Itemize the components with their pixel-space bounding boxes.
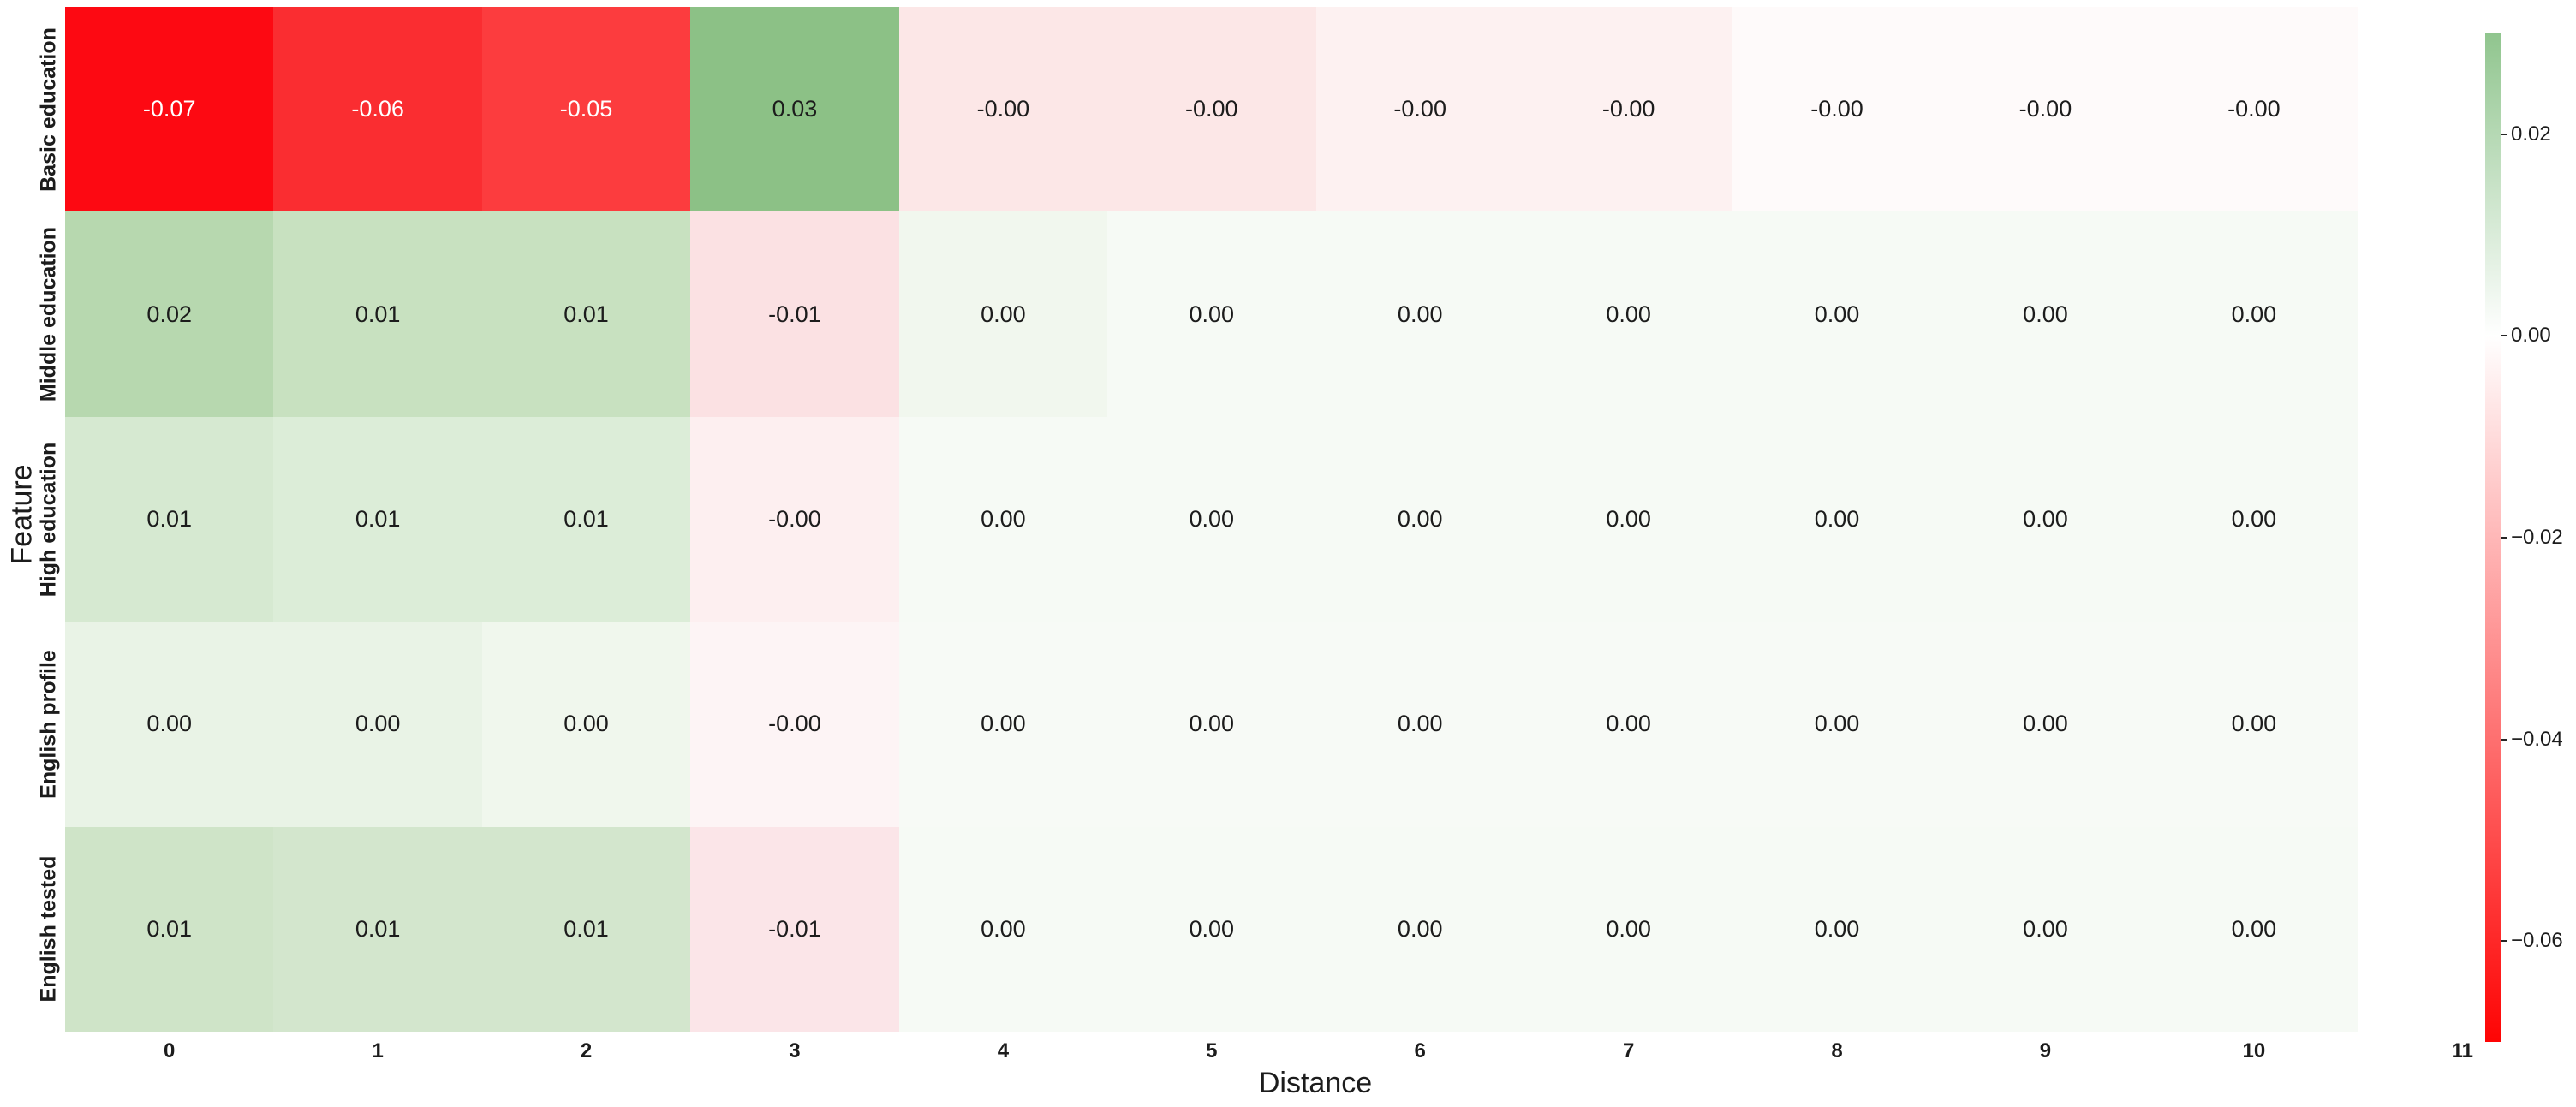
y-tick-label: English profile — [36, 650, 61, 799]
heatmap-cell: 0.00 — [898, 826, 1108, 1032]
colorbar-tick-mark — [2501, 738, 2507, 741]
heatmap-cell: -0.00 — [1524, 7, 1733, 212]
colorbar — [2485, 33, 2501, 1042]
heatmap-cell: 0.00 — [1315, 211, 1524, 417]
colorbar-tick-mark — [2501, 133, 2507, 135]
heatmap-cell: -0.01 — [690, 826, 899, 1032]
heatmap-cell-empty — [2358, 211, 2567, 417]
heatmap-cell: 0.00 — [1315, 826, 1524, 1032]
heatmap-cell: 0.00 — [2150, 211, 2358, 417]
y-tick-label: High education — [36, 442, 61, 597]
heatmap-cell: -0.00 — [1941, 7, 2150, 212]
heatmap-cell: 0.01 — [481, 826, 691, 1032]
heatmap-cell: 0.00 — [1524, 622, 1733, 827]
heatmap-cell: -0.00 — [690, 622, 899, 827]
heatmap-cell: 0.00 — [1732, 211, 1941, 417]
x-tick-label: 2 — [580, 1039, 593, 1062]
heatmap-cell: 0.00 — [898, 211, 1108, 417]
heatmap-cell: 0.00 — [481, 622, 691, 827]
heatmap-cell: 0.00 — [1524, 416, 1733, 622]
heatmap-cell: -0.00 — [898, 7, 1108, 212]
heatmap-cell: -0.00 — [690, 416, 899, 622]
heatmap-cell: 0.00 — [1107, 416, 1316, 622]
heatmap-cell: 0.00 — [1107, 622, 1316, 827]
x-tick-label: 5 — [1206, 1039, 1218, 1062]
heatmap-cell: 0.00 — [1315, 416, 1524, 622]
x-tick-label: 1 — [372, 1039, 384, 1062]
y-tick-label: English tested — [36, 855, 61, 1003]
heatmap-cell: 0.00 — [898, 416, 1108, 622]
heatmap-cell: 0.00 — [898, 622, 1108, 827]
y-tick-label: Basic education — [36, 27, 61, 192]
heatmap-cell: -0.05 — [481, 7, 691, 212]
heatmap-cell: -0.01 — [690, 211, 899, 417]
heatmap-cell: 0.01 — [273, 211, 482, 417]
heatmap-cell: 0.00 — [1941, 826, 2150, 1032]
x-tick-label: 6 — [1414, 1039, 1426, 1062]
heatmap-cell: 0.00 — [1524, 826, 1733, 1032]
heatmap-cell: -0.00 — [2150, 7, 2358, 212]
x-axis-title: Distance — [1258, 1067, 1373, 1099]
colorbar-tick-label: 0.00 — [2511, 324, 2551, 348]
heatmap-grid: -0.07 -0.06 -0.05 0.03 -0.00 -0.00 -0.00 -0.00-… — [65, 7, 2567, 1032]
heatmap-cell: 0.00 — [2150, 826, 2358, 1032]
heatmap-cell-empty — [2358, 826, 2567, 1032]
colorbar-tick-label: −0.04 — [2511, 727, 2563, 751]
heatmap-cell: -0.00 — [1107, 7, 1316, 212]
heatmap-cell: -0.06 — [273, 7, 482, 212]
heatmap-cell: 0.02 — [65, 211, 274, 417]
colorbar-tick-mark — [2501, 335, 2507, 337]
x-tick-label: 8 — [1831, 1039, 1843, 1062]
heatmap-cell: 0.00 — [65, 622, 274, 827]
heatmap-cell: 0.00 — [1941, 416, 2150, 622]
colorbar-tick-mark — [2501, 537, 2507, 539]
heatmap-cell: 0.00 — [1107, 826, 1316, 1032]
colorbar-tick-label: −0.06 — [2511, 929, 2563, 953]
heatmap-cell: 0.00 — [2150, 622, 2358, 827]
heatmap-cell: -0.00 — [1315, 7, 1524, 212]
heatmap-cell: 0.01 — [273, 416, 482, 622]
colorbar-tick-label: −0.02 — [2511, 526, 2563, 549]
y-axis-title: Feature — [5, 464, 39, 565]
colorbar-tick-label: 0.02 — [2511, 122, 2551, 146]
heatmap-cell: 0.00 — [1107, 211, 1316, 417]
x-tick-label: 10 — [2242, 1039, 2266, 1062]
colorbar-tick-mark — [2501, 940, 2507, 943]
heatmap-cell: 0.01 — [65, 416, 274, 622]
y-tick-label: Middle education — [36, 227, 61, 402]
heatmap-cell: 0.00 — [1732, 622, 1941, 827]
x-tick-label: 4 — [997, 1039, 1010, 1062]
heatmap-cell-empty — [2358, 416, 2567, 622]
heatmap-cell: 0.01 — [481, 211, 691, 417]
heatmap-cell: 0.03 — [690, 7, 899, 212]
heatmap-cell: 0.00 — [1732, 416, 1941, 622]
x-tick-label: 3 — [789, 1039, 801, 1062]
heatmap-cell-empty — [2358, 622, 2567, 827]
x-tick-label: 7 — [1622, 1039, 1635, 1062]
heatmap-cell: 0.00 — [1941, 622, 2150, 827]
heatmap-cell: 0.00 — [273, 622, 482, 827]
heatmap-cell: 0.00 — [1524, 211, 1733, 417]
heatmap-cell: -0.07 — [65, 7, 274, 212]
heatmap-cell: 0.00 — [1941, 211, 2150, 417]
heatmap-cell: 0.01 — [65, 826, 274, 1032]
heatmap-cell: -0.00 — [1732, 7, 1941, 212]
heatmap-cell: 0.00 — [2150, 416, 2358, 622]
heatmap-cell: 0.01 — [481, 416, 691, 622]
heatmap-cell-empty — [2358, 7, 2567, 212]
x-tick-label: 0 — [164, 1039, 176, 1062]
x-tick-label: 9 — [2039, 1039, 2052, 1062]
heatmap-cell: 0.00 — [1732, 826, 1941, 1032]
x-tick-label: 11 — [2451, 1039, 2473, 1062]
heatmap-cell: 0.00 — [1315, 622, 1524, 827]
heatmap-cell: 0.01 — [273, 826, 482, 1032]
